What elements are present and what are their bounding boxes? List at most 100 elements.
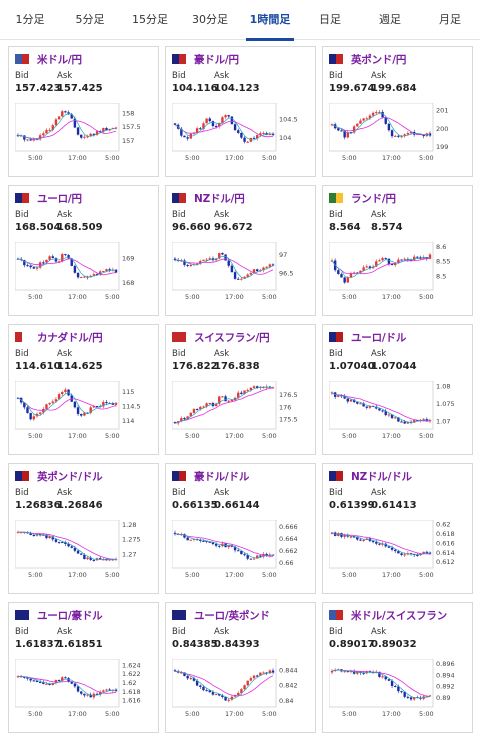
y-tick-label: 0.662: [279, 547, 298, 555]
rate-card[interactable]: NZドル/ドル Bid Ask 0.61399 0.61413 0.62 0.618 0.61…: [322, 463, 473, 594]
currency-pair-link[interactable]: ユーロ/英ポンド: [194, 609, 270, 622]
rate-card[interactable]: ユーロ/豪ドル Bid Ask 1.61837 1.61851 1.624 1.622 1.6…: [8, 602, 159, 733]
mini-candle-chart[interactable]: 158 157.5 157 5:00 17:00 5:00: [15, 103, 153, 165]
ask-value: 1.61851: [57, 639, 103, 650]
ask-label: Ask: [57, 210, 73, 220]
quote-labels: Bid Ask: [15, 627, 99, 637]
candle-body: [237, 392, 240, 398]
candle-body: [337, 533, 340, 536]
x-tick-label: 17:00: [68, 432, 87, 440]
currency-pair-link[interactable]: 英ポンド/円: [351, 53, 407, 66]
candle-body: [346, 398, 350, 402]
rate-card[interactable]: 米ドル/円 Bid Ask 157.423 157.425 158 157.5 157 5:00…: [8, 46, 159, 177]
candle-body: [397, 417, 400, 422]
y-tick-label: 0.84: [279, 697, 293, 705]
currency-pair-link[interactable]: 豪ドル/ドル: [194, 470, 250, 483]
currency-pair-link[interactable]: NZドル/円: [194, 192, 245, 205]
rate-card[interactable]: カナダドル/円 Bid Ask 114.610 114.625 115 114.5 114 5:…: [8, 324, 159, 455]
bid-label: Bid: [329, 349, 343, 359]
rate-card[interactable]: 英ポンド/ドル Bid Ask 1.26836 1.26846 1.28 1.275 1.27…: [8, 463, 159, 594]
tab-5[interactable]: 日足: [319, 13, 341, 26]
candle-body: [45, 404, 48, 409]
candle-body: [249, 558, 253, 560]
candle-body: [387, 414, 391, 416]
candle-body: [76, 272, 80, 278]
tab-6[interactable]: 週足: [379, 13, 401, 26]
rate-card[interactable]: 豪ドル/ドル Bid Ask 0.66135 0.66144 0.666 0.664 0.66…: [165, 463, 316, 594]
candle-body: [86, 694, 89, 696]
candle-body: [400, 421, 403, 423]
currency-pair-link[interactable]: カナダドル/円: [37, 331, 103, 344]
chart-frame: [172, 103, 277, 152]
chart-frame: [172, 242, 277, 291]
quote-values: 96.660 96.672: [172, 222, 256, 233]
ask-label: Ask: [57, 349, 73, 359]
ask-label: Ask: [371, 71, 387, 81]
rate-card[interactable]: 英ポンド/円 Bid Ask 199.674 199.684 201 200 199 5:00 1…: [322, 46, 473, 177]
rate-card[interactable]: ユーロ/ドル Bid Ask 1.07040 1.07044 1.08 1.075 1.07 5…: [322, 324, 473, 455]
candle-body: [330, 124, 334, 126]
mini-candle-chart[interactable]: 1.28 1.275 1.27 5:00 17:00 5:00: [15, 520, 153, 582]
rate-card[interactable]: スイスフラン/円 Bid Ask 176.822 176.838 176.5 176 175.…: [165, 324, 316, 455]
tab-1[interactable]: 5分足: [75, 13, 105, 26]
mini-candle-chart[interactable]: 97 96.5 5:00 17:00 5:00: [172, 242, 310, 304]
rate-card[interactable]: NZドル/円 Bid Ask 96.660 96.672 97 96.5 5:00 17:00 5…: [165, 185, 316, 316]
rate-card[interactable]: 豪ドル/円 Bid Ask 104.116 104.123 104.5 104 5:00 17:…: [165, 46, 316, 177]
tab-0[interactable]: 1分足: [15, 13, 45, 26]
x-tick-label: 5:00: [262, 293, 277, 301]
bid-value: 8.564: [329, 222, 361, 233]
candle-body: [378, 408, 381, 411]
candle-body: [76, 550, 80, 554]
card-header: ユーロ/豪ドル: [15, 608, 103, 622]
rate-card[interactable]: 米ドル/スイスフラン Bid Ask 0.89017 0.89032 0.896 0.894…: [322, 602, 473, 733]
currency-pair-link[interactable]: 米ドル/スイスフラン: [351, 609, 448, 622]
currency-pair-link[interactable]: ユーロ/ドル: [351, 331, 407, 344]
tab-4[interactable]: 1時間足: [240, 0, 300, 41]
y-tick-label: 0.842: [279, 682, 298, 690]
candle-body: [243, 276, 246, 279]
candle-body: [57, 394, 61, 400]
currency-pair-link[interactable]: ランド/円: [351, 192, 396, 205]
tab-3[interactable]: 30分足: [192, 13, 228, 26]
currency-pair-link[interactable]: スイスフラン/円: [194, 331, 270, 344]
candle-body: [378, 111, 381, 113]
short-moving-average-line: [17, 256, 117, 278]
rate-card[interactable]: ランド/円 Bid Ask 8.564 8.574 8.6 8.55 8.5 5:00 17:00…: [322, 185, 473, 316]
rate-card[interactable]: ユーロ/英ポンド Bid Ask 0.84385 0.84393 0.844 0.842 0.…: [165, 602, 316, 733]
candle-body: [352, 399, 356, 403]
y-tick-label: 8.6: [436, 243, 446, 251]
moving-average-line: [174, 258, 274, 275]
currency-pair-link[interactable]: 豪ドル/円: [194, 53, 239, 66]
currency-pair-link[interactable]: 米ドル/円: [37, 53, 82, 66]
candle-body: [80, 553, 83, 555]
mini-candle-chart[interactable]: 8.6 8.55 8.5 5:00 17:00 5:00: [329, 242, 467, 304]
candle-body: [349, 132, 353, 134]
quote-labels: Bid Ask: [329, 210, 413, 220]
ask-value: 0.61413: [371, 500, 417, 511]
candle-body: [95, 405, 99, 407]
tab-7[interactable]: 月足: [439, 13, 461, 26]
currency-pair-link[interactable]: NZドル/ドル: [351, 470, 412, 483]
currency-pair-link[interactable]: 英ポンド/ドル: [37, 470, 103, 483]
x-tick-label: 17:00: [68, 154, 87, 162]
tab-2[interactable]: 15分足: [132, 13, 168, 26]
mini-candle-chart[interactable]: 104.5 104 5:00 17:00 5:00: [172, 103, 310, 165]
candle-body: [359, 120, 362, 124]
currency-pair-link[interactable]: ユーロ/豪ドル: [37, 609, 103, 622]
ask-label: Ask: [214, 349, 230, 359]
candle-body: [381, 258, 384, 261]
rate-card[interactable]: ユーロ/円 Bid Ask 168.504 168.509 169 168 5:00 17:00…: [8, 185, 159, 316]
x-tick-label: 5:00: [262, 154, 277, 162]
short-moving-average-line: [331, 392, 431, 423]
currency-pair-link[interactable]: ユーロ/円: [37, 192, 82, 205]
